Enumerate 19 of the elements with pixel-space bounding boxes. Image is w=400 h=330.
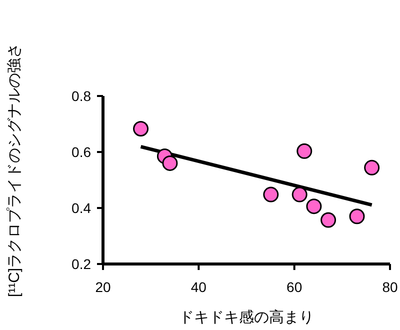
x-tick-label: 40	[190, 279, 207, 295]
point	[296, 143, 312, 159]
y-tick-label: 0.4	[72, 200, 92, 216]
x-axis-title: ドキドキ感の高まり	[179, 309, 314, 326]
x-tick-label: 20	[95, 279, 111, 295]
point	[292, 186, 308, 202]
point	[320, 212, 336, 228]
y-tick-label: 0.6	[72, 144, 92, 160]
x-tick-label: 80	[382, 279, 398, 295]
y-tick-label: 0.8	[72, 88, 92, 104]
x-tick-label: 60	[286, 279, 302, 295]
y-tick-label: 0.2	[72, 256, 92, 272]
point	[306, 198, 322, 214]
point	[133, 121, 149, 137]
point	[162, 155, 178, 171]
point	[263, 186, 279, 202]
point	[349, 208, 365, 224]
y-axis-title: [¹¹C]ラクロプライドのシグナルの強さ	[6, 42, 23, 298]
point	[364, 160, 380, 176]
